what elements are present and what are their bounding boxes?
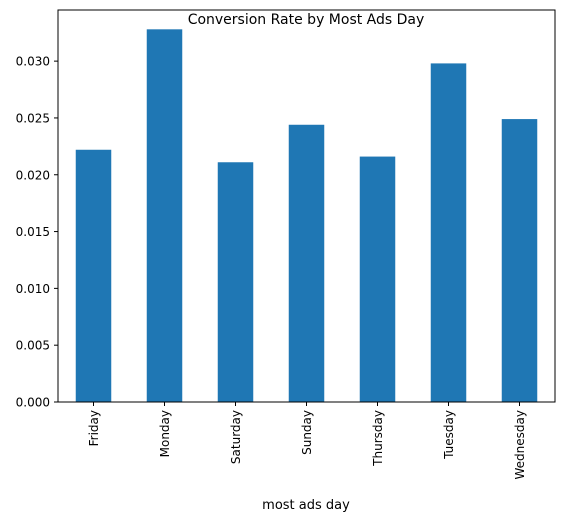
bar-saturday	[217, 162, 254, 402]
y-tick-label: 0.020	[16, 168, 50, 182]
y-tick-label: 0.010	[16, 282, 50, 296]
x-tick-label: Thursday	[371, 410, 385, 467]
x-tick-label: Tuesday	[442, 410, 456, 460]
x-tick-label: Sunday	[300, 410, 314, 455]
x-axis: Friday Monday Saturday Sunday Thursday Tuesda…	[87, 402, 527, 479]
bar-wednesday	[501, 119, 538, 403]
bars	[75, 29, 538, 403]
chart-title: Conversion Rate by Most Ads Day	[188, 12, 425, 28]
y-tick-label: 0.015	[16, 225, 50, 239]
x-tick-label: Wednesday	[513, 410, 527, 479]
x-axis-label: most ads day	[262, 498, 350, 513]
bar-sunday	[288, 124, 325, 402]
y-axis: 0.000 0.005 0.010 0.015 0.020 0.025 0.030	[16, 55, 58, 410]
bar-friday	[75, 149, 112, 402]
y-tick-label: 0.000	[16, 396, 50, 410]
y-tick-label: 0.005	[16, 339, 50, 353]
bar-monday	[146, 29, 183, 402]
bar-tuesday	[430, 63, 467, 403]
x-tick-label: Monday	[158, 410, 172, 457]
x-tick-label: Friday	[87, 410, 101, 446]
plot-frame	[57, 9, 556, 403]
y-tick-label: 0.025	[16, 111, 50, 125]
y-tick-label: 0.030	[16, 55, 50, 69]
bar-thursday	[359, 156, 396, 402]
x-tick-label: Saturday	[229, 410, 243, 464]
